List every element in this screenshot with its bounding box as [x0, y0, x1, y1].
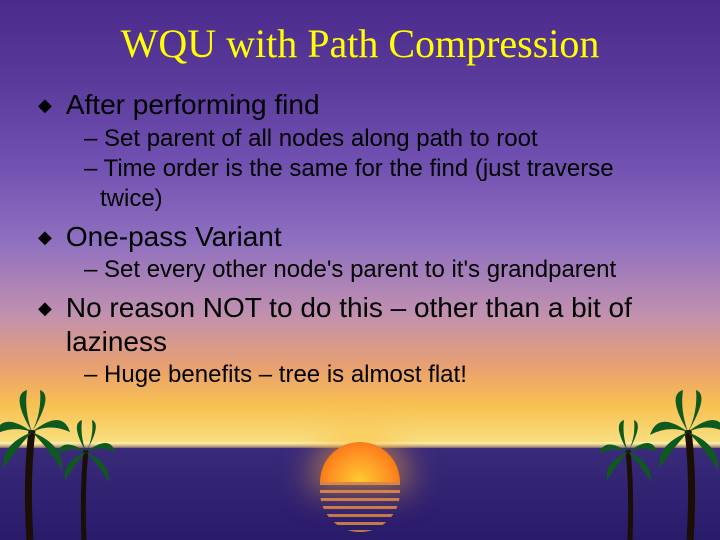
slide-title: WQU with Path Compression: [0, 20, 720, 67]
bullet-glyph-icon: ◆: [38, 299, 52, 317]
bullet-item: ◆ After performing find: [38, 88, 682, 122]
sub-list: – Set every other node's parent to it's …: [84, 255, 682, 285]
bullet-text: No reason NOT to do this – other than a …: [66, 291, 682, 358]
bullet-text: One-pass Variant: [66, 220, 282, 254]
palm-tree-icon: [56, 420, 116, 540]
bullet-item: ◆ No reason NOT to do this – other than …: [38, 291, 682, 358]
slide: WQU with Path Compression ◆ After perfor…: [0, 0, 720, 540]
sub-list: – Huge benefits – tree is almost flat!: [84, 360, 682, 390]
palm-tree-icon: [648, 390, 720, 540]
sub-list: – Set parent of all nodes along path to …: [84, 124, 682, 214]
bullet-text: After performing find: [66, 88, 320, 122]
palm-tree-icon: [598, 420, 658, 540]
sub-item: – Time order is the same for the find (j…: [84, 154, 682, 214]
sub-item: – Huge benefits – tree is almost flat!: [84, 360, 682, 390]
sub-item: – Set parent of all nodes along path to …: [84, 124, 682, 154]
sun-icon: [320, 442, 400, 482]
slide-body: ◆ After performing find – Set parent of …: [38, 82, 682, 396]
sub-item: – Set every other node's parent to it's …: [84, 255, 682, 285]
bullet-glyph-icon: ◆: [38, 96, 52, 114]
bullet-glyph-icon: ◆: [38, 228, 52, 246]
sun-reflection: [320, 482, 400, 532]
bullet-item: ◆ One-pass Variant: [38, 220, 682, 254]
